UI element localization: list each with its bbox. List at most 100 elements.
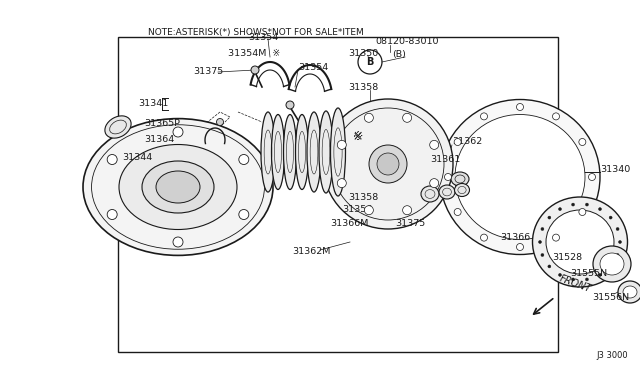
Circle shape (429, 140, 438, 150)
Circle shape (541, 228, 544, 231)
Circle shape (579, 208, 586, 215)
Text: 31354: 31354 (248, 32, 278, 42)
Ellipse shape (119, 144, 237, 230)
Text: 31361: 31361 (430, 154, 460, 164)
Text: FRONT: FRONT (558, 273, 593, 294)
Circle shape (454, 138, 461, 145)
Ellipse shape (532, 197, 627, 287)
Circle shape (548, 216, 551, 219)
Circle shape (216, 119, 223, 125)
Circle shape (239, 154, 249, 164)
Text: (B): (B) (392, 49, 406, 58)
Ellipse shape (284, 115, 296, 189)
Circle shape (589, 173, 595, 180)
Circle shape (598, 208, 602, 211)
Circle shape (552, 234, 559, 241)
Circle shape (618, 241, 621, 244)
Ellipse shape (421, 186, 439, 202)
Circle shape (251, 66, 259, 74)
Ellipse shape (618, 281, 640, 303)
Circle shape (173, 237, 183, 247)
Ellipse shape (323, 99, 453, 229)
Circle shape (538, 241, 541, 244)
Circle shape (579, 138, 586, 145)
Text: J3 3000: J3 3000 (596, 351, 628, 360)
Circle shape (616, 228, 619, 231)
Text: 31356: 31356 (342, 205, 372, 215)
Circle shape (586, 203, 588, 206)
Circle shape (364, 206, 373, 215)
Circle shape (572, 278, 575, 281)
Ellipse shape (377, 153, 399, 175)
Text: 31365P: 31365P (144, 119, 180, 128)
Text: 31358: 31358 (348, 192, 378, 202)
Circle shape (609, 265, 612, 268)
Text: 31375: 31375 (193, 67, 223, 77)
Text: 31528: 31528 (552, 253, 582, 262)
Ellipse shape (623, 286, 637, 298)
Ellipse shape (546, 210, 614, 274)
Ellipse shape (307, 112, 321, 192)
Circle shape (548, 265, 551, 268)
Circle shape (107, 154, 117, 164)
Circle shape (616, 253, 619, 257)
Ellipse shape (261, 112, 275, 192)
Text: ※: ※ (353, 132, 363, 142)
Circle shape (429, 179, 438, 187)
Ellipse shape (593, 246, 631, 282)
Ellipse shape (156, 171, 200, 203)
Text: 31358: 31358 (348, 83, 378, 92)
Circle shape (481, 234, 488, 241)
Circle shape (516, 103, 524, 110)
Text: NOTE:ASTERISK(*) SHOWS*NOT FOR SALE*ITEM: NOTE:ASTERISK(*) SHOWS*NOT FOR SALE*ITEM (148, 28, 364, 37)
Ellipse shape (439, 185, 455, 199)
Circle shape (337, 179, 346, 187)
Text: B: B (366, 57, 374, 67)
Ellipse shape (440, 99, 600, 254)
Circle shape (173, 127, 183, 137)
Text: 31341: 31341 (138, 99, 168, 109)
Text: 31366: 31366 (500, 232, 531, 241)
Circle shape (239, 209, 249, 219)
Ellipse shape (330, 108, 346, 196)
Circle shape (403, 113, 412, 122)
Circle shape (481, 113, 488, 120)
Circle shape (516, 244, 524, 250)
Circle shape (572, 203, 575, 206)
Circle shape (454, 208, 461, 215)
Text: 31364: 31364 (144, 135, 174, 144)
Text: 31555N: 31555N (570, 269, 607, 279)
Ellipse shape (454, 183, 470, 196)
Ellipse shape (600, 253, 624, 275)
Circle shape (364, 113, 373, 122)
Circle shape (286, 101, 294, 109)
Text: 08120-83010: 08120-83010 (375, 38, 438, 46)
Circle shape (559, 273, 561, 276)
Ellipse shape (296, 115, 308, 189)
Text: ※: ※ (353, 131, 364, 144)
Text: 31340: 31340 (600, 166, 630, 174)
Ellipse shape (83, 119, 273, 256)
Ellipse shape (451, 172, 469, 186)
Circle shape (541, 253, 544, 257)
Circle shape (445, 173, 451, 180)
Circle shape (559, 208, 561, 211)
Text: 31354M  ※: 31354M ※ (228, 49, 280, 58)
Text: 31366M: 31366M (330, 219, 369, 228)
Ellipse shape (142, 161, 214, 213)
Circle shape (609, 216, 612, 219)
Ellipse shape (105, 116, 131, 138)
Text: 31350: 31350 (348, 49, 378, 58)
Circle shape (403, 206, 412, 215)
Text: 31362: 31362 (452, 138, 483, 147)
Ellipse shape (319, 111, 333, 193)
Circle shape (337, 140, 346, 150)
Ellipse shape (271, 115, 285, 189)
Text: 31344: 31344 (122, 153, 152, 161)
Text: 31354: 31354 (298, 62, 328, 71)
Circle shape (586, 278, 588, 281)
Text: 31556N: 31556N (592, 292, 629, 301)
Ellipse shape (455, 115, 585, 240)
Ellipse shape (369, 145, 407, 183)
Text: 31375: 31375 (395, 219, 425, 228)
